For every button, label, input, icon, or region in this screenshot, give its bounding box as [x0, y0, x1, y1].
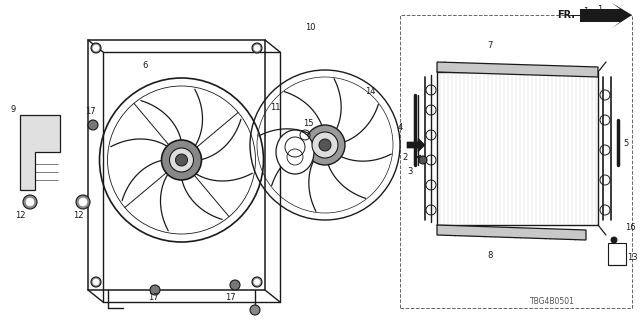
Circle shape [419, 156, 427, 164]
Text: 4: 4 [397, 124, 403, 132]
Text: 16: 16 [625, 223, 636, 233]
Circle shape [150, 285, 160, 295]
Polygon shape [580, 3, 632, 28]
Ellipse shape [276, 130, 314, 174]
Circle shape [76, 195, 90, 209]
Text: 14: 14 [365, 87, 375, 97]
Text: 10: 10 [305, 23, 316, 33]
Circle shape [254, 45, 260, 51]
Circle shape [91, 277, 101, 287]
Circle shape [26, 198, 34, 206]
Circle shape [312, 132, 338, 158]
Text: 13: 13 [627, 253, 637, 262]
Circle shape [161, 140, 202, 180]
Text: 2: 2 [403, 154, 408, 163]
Text: 1: 1 [583, 7, 588, 17]
Polygon shape [437, 225, 586, 240]
Bar [88, 40, 265, 290]
Polygon shape [20, 115, 60, 190]
Text: 8: 8 [487, 251, 493, 260]
Circle shape [79, 198, 87, 206]
Text: FR.: FR. [557, 10, 575, 20]
Circle shape [611, 237, 617, 243]
Text: 17: 17 [148, 293, 158, 302]
Text: 3: 3 [407, 167, 413, 177]
Circle shape [305, 125, 345, 165]
Circle shape [252, 277, 262, 287]
Circle shape [170, 148, 193, 172]
Circle shape [254, 279, 260, 285]
Circle shape [175, 154, 188, 166]
Text: 15: 15 [303, 118, 313, 127]
Bar [437, 72, 598, 225]
Circle shape [252, 43, 262, 53]
Circle shape [93, 279, 99, 285]
Text: 12: 12 [15, 211, 25, 220]
Text: 6: 6 [142, 60, 148, 69]
Circle shape [250, 305, 260, 315]
Text: 17: 17 [84, 108, 95, 116]
Circle shape [319, 139, 331, 151]
Polygon shape [437, 62, 598, 77]
Bar [608, 243, 626, 265]
Circle shape [23, 195, 37, 209]
Text: 1: 1 [597, 5, 603, 14]
Text: 17: 17 [225, 293, 236, 302]
Text: 9: 9 [10, 106, 15, 115]
Text: TBG4B0501: TBG4B0501 [530, 298, 575, 307]
Circle shape [88, 120, 98, 130]
Text: 5: 5 [623, 139, 628, 148]
Circle shape [230, 280, 240, 290]
Text: 11: 11 [269, 103, 280, 113]
Bar [400, 15, 632, 308]
Circle shape [93, 45, 99, 51]
Text: 7: 7 [487, 41, 493, 50]
Circle shape [91, 43, 101, 53]
Polygon shape [407, 138, 425, 152]
Text: 12: 12 [73, 211, 83, 220]
